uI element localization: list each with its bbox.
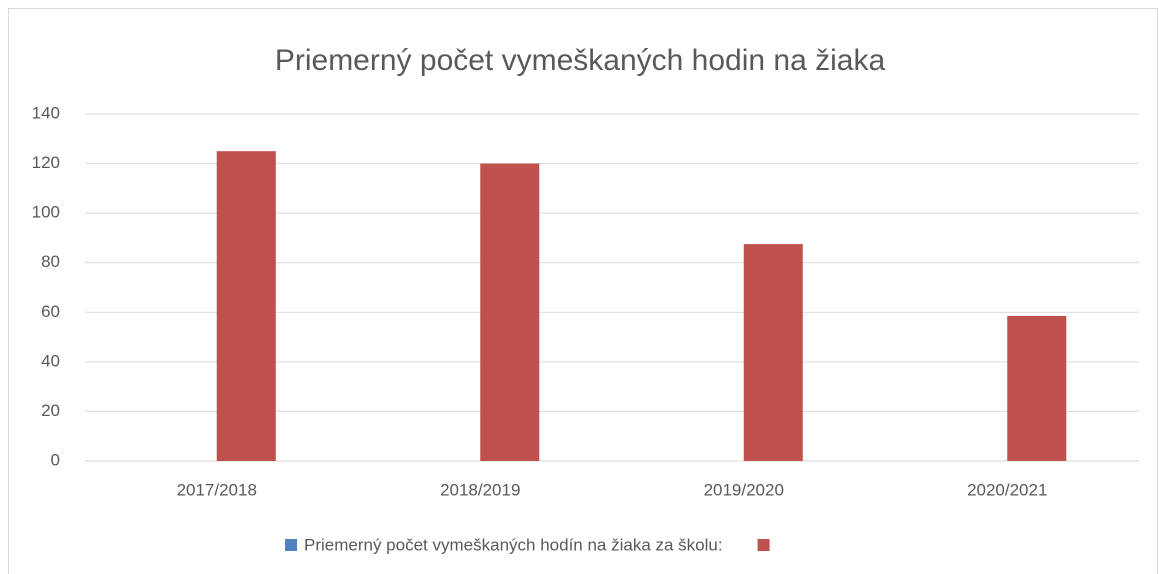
bar	[480, 163, 540, 462]
x-tick-label: 2018/2019	[440, 480, 520, 499]
y-tick-label: 80	[41, 252, 60, 271]
chart-title: Priemerný počet vymeškaných hodin na žia…	[275, 44, 886, 77]
bar	[216, 151, 276, 461]
chart-border	[8, 8, 1158, 574]
x-tick-label: 2019/2020	[704, 480, 784, 499]
y-tick-label: 20	[41, 401, 60, 420]
x-tick-label: 2020/2021	[967, 480, 1047, 499]
y-tick-label: 40	[41, 351, 60, 370]
legend-swatch	[757, 539, 770, 551]
y-tick-label: 100	[32, 203, 60, 222]
legend-label: Priemerný počet vymeškaných hodín na žia…	[304, 535, 723, 554]
bar	[1007, 316, 1067, 461]
bar	[743, 244, 803, 461]
y-tick-label: 120	[32, 153, 60, 172]
y-tick-label: 0	[51, 450, 60, 469]
x-tick-label: 2017/2018	[177, 480, 257, 499]
y-tick-label: 140	[32, 103, 60, 122]
y-tick-label: 60	[41, 302, 60, 321]
legend-swatch	[285, 539, 297, 551]
